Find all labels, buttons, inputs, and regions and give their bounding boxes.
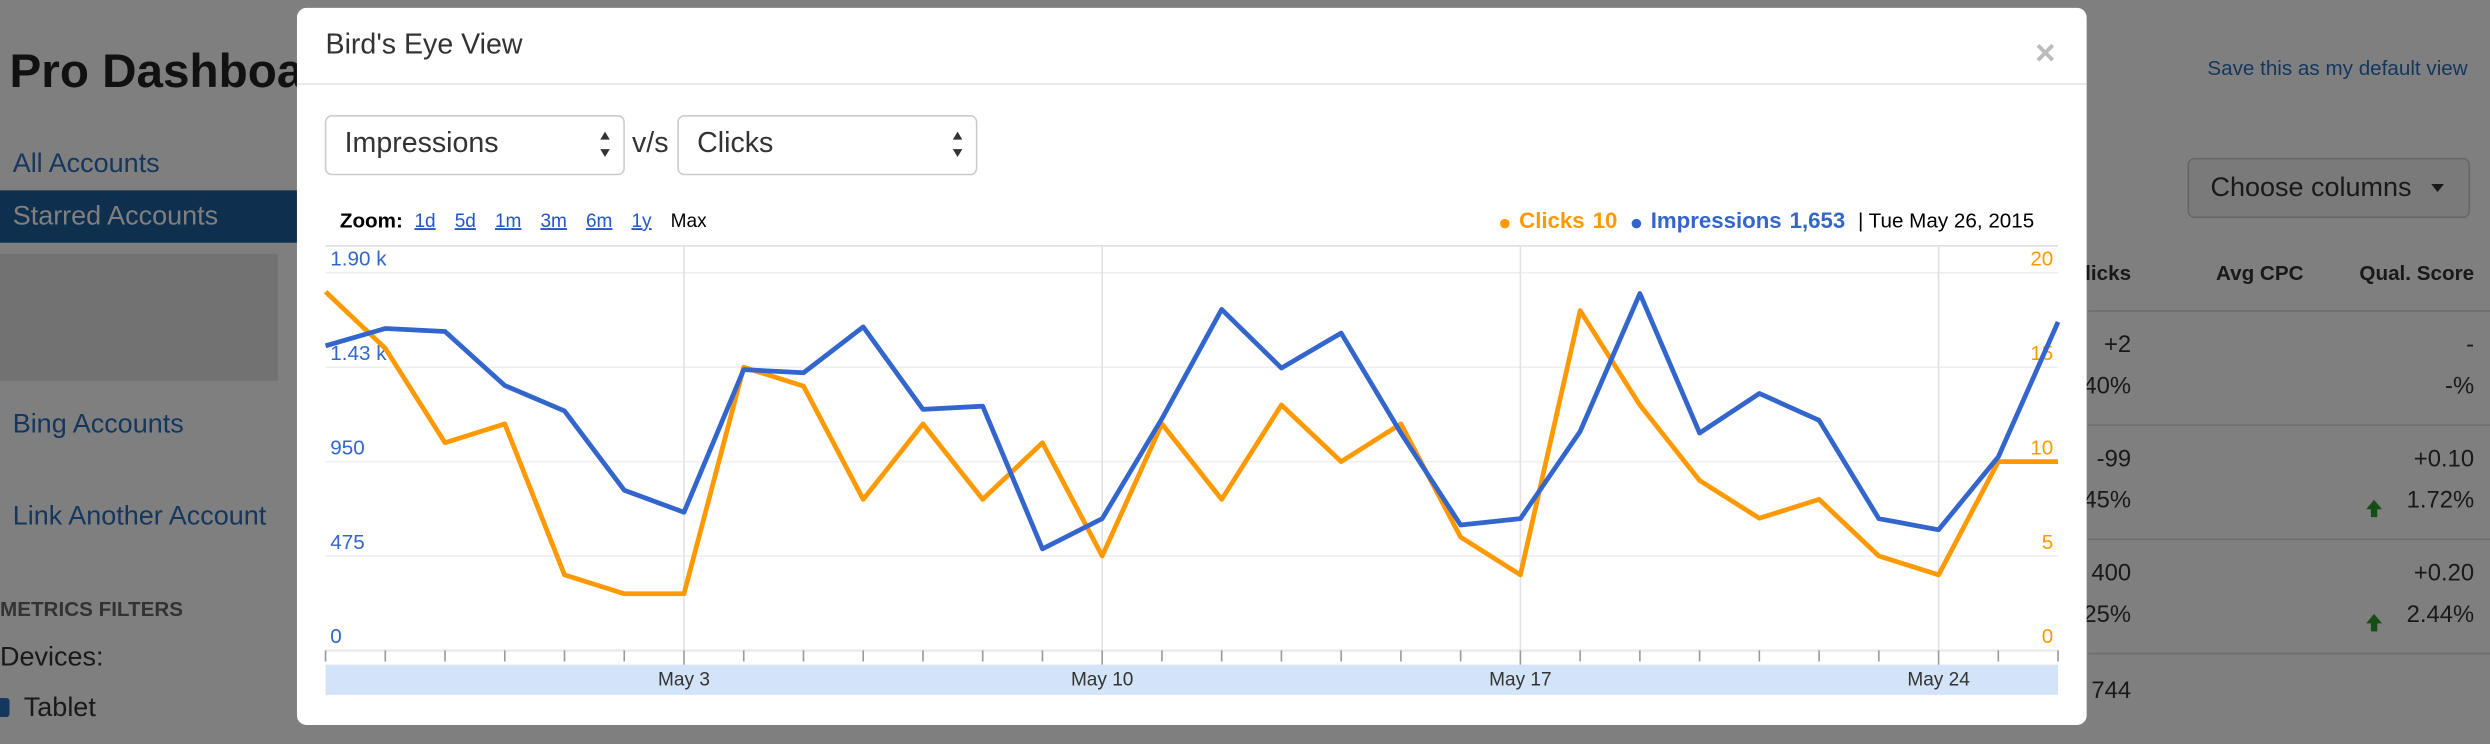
legend-label: Clicks: [1519, 208, 1585, 233]
x-tick-label: May 24: [1907, 670, 1970, 691]
series-line: [323, 290, 2059, 597]
y-tick-label: 1.90 k: [330, 248, 387, 271]
select-arrows: [600, 131, 610, 158]
date-readout: | Tue May 26, 2015: [1858, 210, 2034, 233]
range-band: [325, 664, 2059, 695]
legend-dot: [1631, 218, 1642, 229]
y2-tick-label: 0: [2042, 625, 2053, 648]
metric-a-select[interactable]: [324, 115, 625, 176]
metric-b-select[interactable]: [677, 115, 978, 176]
x-tick-label: May 17: [1489, 670, 1551, 691]
modal: Bird's Eye View × Impressions v/s Clicks…: [296, 7, 2087, 725]
legend-label: Impressions: [1651, 208, 1782, 233]
metric-a-value[interactable]: Impressions: [345, 127, 499, 159]
y2-tick-label: 20: [2030, 248, 2053, 271]
zoom-option[interactable]: 3m: [540, 211, 566, 232]
legend-dot: [1500, 218, 1510, 229]
zoom-option[interactable]: 6m: [586, 211, 612, 232]
y2-tick-label: 10: [2030, 436, 2053, 459]
close-button[interactable]: ×: [2035, 34, 2055, 73]
legend-value: 1,653: [1790, 208, 1846, 233]
metric-b-value[interactable]: Clicks: [697, 127, 773, 159]
y-tick-label: 0: [330, 625, 341, 648]
zoom-option[interactable]: 1d: [414, 211, 435, 232]
y-tick-label: 475: [330, 531, 364, 554]
x-tick-label: May 10: [1071, 670, 1133, 691]
zoom-option[interactable]: 5d: [455, 211, 476, 232]
zoom-label: Zoom:: [340, 210, 403, 233]
zoom-option[interactable]: Max: [671, 211, 707, 232]
series-line: [324, 291, 2061, 552]
x-tick-label: May 3: [658, 670, 710, 691]
y-tick-label: 1.43 k: [330, 342, 387, 365]
y-tick-label: 950: [330, 436, 364, 459]
modal-title: Bird's Eye View: [326, 29, 523, 61]
zoom-option[interactable]: 1m: [495, 211, 521, 232]
legend-value: 10: [1593, 208, 1618, 233]
y2-tick-label: 5: [2042, 531, 2053, 554]
versus-label: v/s: [632, 127, 669, 159]
zoom-option[interactable]: 1y: [631, 211, 652, 232]
select-arrows: [952, 131, 963, 158]
